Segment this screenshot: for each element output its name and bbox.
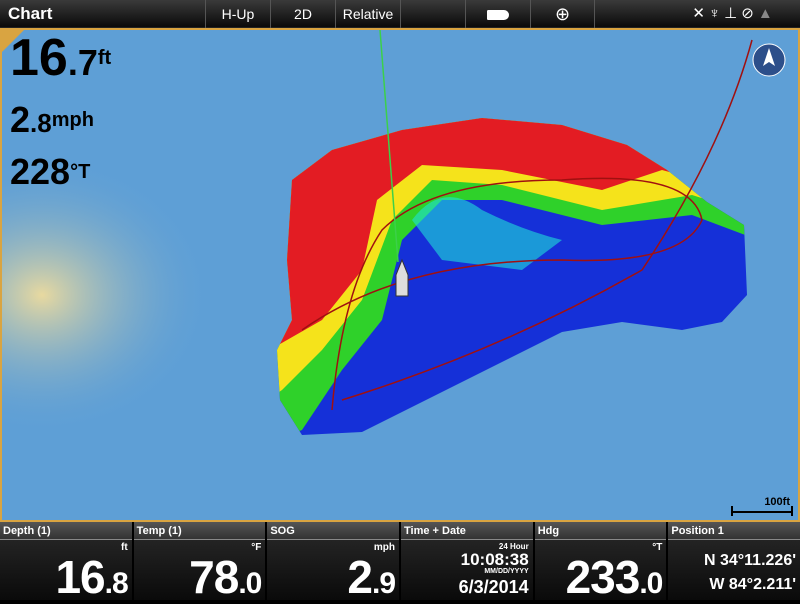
view-button[interactable]: 2D — [270, 0, 335, 28]
latitude: N 34°11.226' — [703, 552, 797, 569]
depth-panel[interactable]: Depth (1) ft 16.8 — [0, 522, 134, 603]
scale-label: 100ft — [764, 496, 790, 508]
top-bar: Chart H-Up 2D Relative ⊕ ✕♆⊥⊘▲ — [0, 0, 800, 28]
cursor-button[interactable]: ⊕ — [530, 0, 595, 28]
orientation-button[interactable]: H-Up — [205, 0, 270, 28]
panel-unit: ft — [121, 542, 128, 553]
chart-map[interactable]: 16.7ft 2.8mph 228°T 100ft — [0, 28, 800, 522]
depth-icon: ⊥ — [724, 5, 742, 22]
panel-label: Hdg — [534, 522, 667, 540]
status-icons: ✕♆⊥⊘▲ — [672, 0, 797, 28]
speed-value: 2 — [10, 99, 31, 140]
panel-label: Position 1 — [668, 522, 800, 540]
depth-decimal: .7 — [67, 42, 98, 83]
heading-value: 228 — [10, 151, 71, 192]
overlay-speed: 2.8mph — [10, 100, 94, 148]
panel-unit: °T — [652, 542, 663, 553]
nav-icon: ▲ — [757, 5, 777, 22]
panel-unit: °F — [251, 542, 262, 553]
sog-panel[interactable]: SOG mph 2.9 — [267, 522, 402, 603]
panel-label: SOG — [267, 522, 400, 540]
sonar-icon: ♆ — [708, 5, 725, 22]
depth-shallowest — [277, 118, 747, 360]
map-canvas — [2, 30, 793, 516]
temp-panel[interactable]: Temp (1) °F 78.0 — [133, 522, 268, 603]
overlay-heading: 228°T — [10, 152, 90, 200]
depth-cyan — [412, 197, 562, 270]
depth-value: 16 — [10, 29, 68, 87]
panel-value: 233.0 — [565, 551, 664, 603]
position-panel[interactable]: Position 1 N 34°11.226' W 84°2.211' — [668, 522, 800, 600]
panel-label: Temp (1) — [133, 522, 266, 540]
compass-rose-icon[interactable] — [752, 43, 786, 77]
speed-unit: mph — [51, 109, 94, 131]
date-value: 6/3/2014 — [458, 577, 529, 597]
empty-slot — [400, 0, 465, 28]
panel-label: Depth (1) — [0, 522, 132, 540]
data-bar: Depth (1) ft 16.8 Temp (1) °F 78.0 SOG m… — [0, 522, 800, 603]
date-format: MM/DD/YYYY — [484, 568, 529, 575]
motion-button[interactable]: Relative — [335, 0, 400, 28]
time-date-panel[interactable]: Time + Date 24 Hour 10:08:38 MM/DD/YYYY … — [401, 522, 535, 600]
boat-icon — [395, 258, 409, 297]
panel-label: Time + Date — [401, 522, 533, 540]
compass-icon: ⊘ — [741, 5, 758, 22]
boat-icon — [487, 10, 509, 21]
crosshair-icon: ⊕ — [554, 4, 571, 24]
gps-icon: ✕ — [692, 5, 709, 22]
panel-value: 2.9 — [347, 551, 396, 603]
depth-contour-island — [277, 118, 747, 435]
panel-value: 16.8 — [55, 551, 128, 603]
scale-bar — [731, 506, 793, 516]
time-value: 10:08:38 — [460, 550, 529, 569]
longitude: W 84°2.211' — [709, 576, 797, 593]
panel-unit: mph — [373, 542, 396, 553]
speed-decimal: .8 — [30, 108, 52, 138]
boat-button[interactable] — [465, 0, 530, 28]
heading-unit: °T — [70, 161, 91, 183]
track-line — [341, 39, 753, 401]
panel-value: 78.0 — [189, 551, 262, 603]
time-format: 24 Hour — [498, 542, 529, 551]
overlay-depth: 16.7ft — [10, 32, 111, 97]
shallow-area — [2, 155, 212, 435]
depth-unit: ft — [97, 47, 112, 69]
track-line — [301, 177, 703, 411]
heading-panel[interactable]: Hdg °T 233.0 — [534, 522, 669, 603]
heading-line — [379, 30, 399, 263]
page-title: Chart — [8, 4, 53, 23]
